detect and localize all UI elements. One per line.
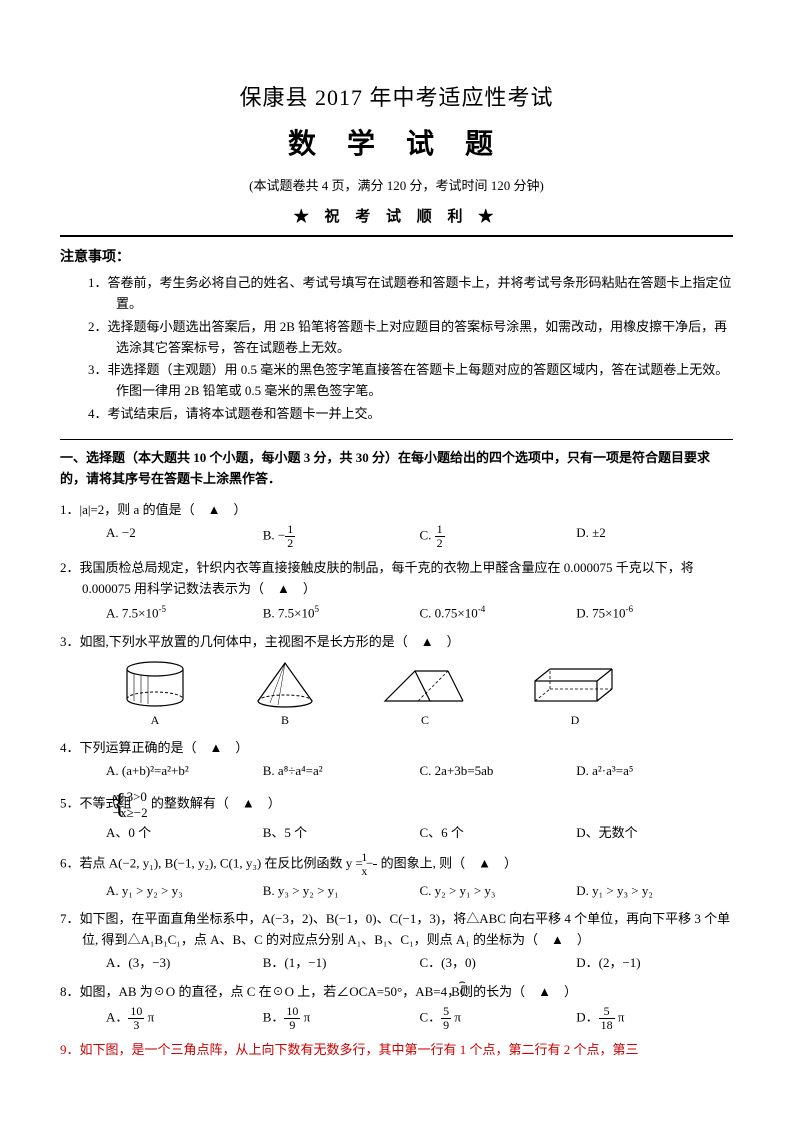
question-9: 9．如下图，是一个三角点阵，从上向下数有无数多行，其中第一行有 1 个点，第二行…: [60, 1040, 733, 1061]
exam-header-title: 数 学 试 题: [60, 123, 733, 168]
q2-opt-c: C. 0.75×10-4: [420, 602, 577, 624]
question-4: 4．下列运算正确的是（ ▲ ） A. (a+b)²=a²+b² B. a⁸÷a⁴…: [60, 738, 733, 782]
q7-opt-a: A．(3，−3): [106, 953, 263, 974]
q4-options: A. (a+b)²=a²+b² B. a⁸÷a⁴=a² C. 2a+3b=5ab…: [60, 761, 733, 782]
notice-item: 3．非选择题（主观题）用 0.5 毫米的黑色签字笔直接答在答题卡上每题对应的答题…: [88, 360, 733, 402]
exam-header-sub: (本试题卷共 4 页，满分 120 分，考试时间 120 分钟): [60, 176, 733, 197]
q7-opt-c: C．(3，0): [420, 953, 577, 974]
question-6: 6．若点 A(−2, y₁), B(−1, y₂), C(1, y₃) 在反比例…: [60, 851, 733, 901]
section1-intro-text: 一、选择题（本大题共 10 个小题，每小题 3 分，共 30 分）在每小题给出的…: [60, 450, 710, 486]
q6-opt-c: C. y₂ > y₁ > y₃: [420, 881, 577, 902]
notice-list: 1．答卷前，考生务必将自己的姓名、考试号填写在试题卷和答题卡上，并将考试号条形码…: [60, 273, 733, 425]
q4-opt-d: D. a²·a³=a⁵: [576, 761, 733, 782]
q4-opt-b: B. a⁸÷a⁴=a²: [263, 761, 420, 782]
question-3: 3．如图,下列水平放置的几何体中，主视图不是长方形的是（ ▲ ） A: [60, 632, 733, 730]
question-7: 7．如下图，在平面直角坐标系中，A(−3，2)、B(−1，0)、C(−1，3)，…: [60, 909, 733, 973]
q1-stem: 1．|a|=2，则 a 的值是（ ▲ ）: [60, 500, 733, 521]
q3-label-d: D: [530, 711, 620, 730]
notice-item: 4．考试结束后，请将本试题卷和答题卡一并上交。: [88, 404, 733, 425]
q1-opt-a: A. −2: [106, 523, 263, 550]
q2-stem: 2．我国质检总局规定，针织内衣等直接接触皮肤的制品，每千克的衣物上甲醛含量应在 …: [60, 558, 733, 600]
q5-opt-c: C、6 个: [420, 823, 577, 844]
q8-opt-b: B．109 π: [263, 1005, 420, 1032]
q3-label-c: C: [380, 711, 470, 730]
section-rule: [60, 439, 733, 441]
q1-options: A. −2 B. −12 C. 12 D. ±2: [60, 523, 733, 550]
question-1: 1．|a|=2，则 a 的值是（ ▲ ） A. −2 B. −12 C. 12 …: [60, 500, 733, 550]
q6-opt-b: B. y₃ > y₂ > y₁: [263, 881, 420, 902]
q8-opt-a: A．103 π: [106, 1005, 263, 1032]
question-5: 5．不等式组 {x+3>0−x≥−2 的整数解有（ ▲ ） A、0 个 B、5 …: [60, 789, 733, 843]
q2-options: A. 7.5×10-5 B. 7.5×105 C. 0.75×10-4 D. 7…: [60, 602, 733, 624]
q3-label-a: A: [120, 711, 190, 730]
q5-opt-a: A、0 个: [106, 823, 263, 844]
q6-opt-d: D. y₁ > y₃ > y₂: [576, 881, 733, 902]
exam-header-line1: 保康县 2017 年中考适应性考试: [60, 80, 733, 115]
q8-stem: 8．如图，AB 为☉O 的直径，点 C 在☉O 上，若∠OCA=50°，AB=4…: [60, 982, 733, 1003]
q7-stem: 7．如下图，在平面直角坐标系中，A(−3，2)、B(−1，0)、C(−1，3)，…: [60, 909, 733, 951]
q3-shapes: A B C: [60, 659, 733, 730]
q6-opt-a: A. y₁ > y₂ > y₃: [106, 881, 263, 902]
q3-shape-d: D: [530, 659, 620, 730]
q4-opt-a: A. (a+b)²=a²+b²: [106, 761, 263, 782]
q6-options: A. y₁ > y₂ > y₃ B. y₃ > y₂ > y₁ C. y₂ > …: [60, 881, 733, 902]
q5-stem: 5．不等式组 {x+3>0−x≥−2 的整数解有（ ▲ ）: [60, 789, 733, 820]
q3-shape-c: C: [380, 659, 470, 730]
q6-stem: 6．若点 A(−2, y₁), B(−1, y₂), C(1, y₃) 在反比例…: [60, 851, 733, 878]
q5-opt-b: B、5 个: [263, 823, 420, 844]
notice-item: 2．选择题每小题选出答案后，用 2B 铅笔将答题卡上对应题目的答案标号涂黑，如需…: [88, 317, 733, 359]
question-8: 8．如图，AB 为☉O 的直径，点 C 在☉O 上，若∠OCA=50°，AB=4…: [60, 982, 733, 1032]
cuboid-icon: [530, 659, 620, 709]
q4-opt-c: C. 2a+3b=5ab: [420, 761, 577, 782]
q8-options: A．103 π B．109 π C．59 π D．518 π: [60, 1005, 733, 1032]
header-rule: [60, 235, 733, 237]
q7-opt-b: B．(1，−1): [263, 953, 420, 974]
q7-opt-d: D．(2，−1): [576, 953, 733, 974]
q7-options: A．(3，−3) B．(1，−1) C．(3，0) D．(2，−1): [60, 953, 733, 974]
section1-intro: 一、选择题（本大题共 10 个小题，每小题 3 分，共 30 分）在每小题给出的…: [60, 448, 733, 490]
q1-opt-d: D. ±2: [576, 523, 733, 550]
q9-stem: 9．如下图，是一个三角点阵，从上向下数有无数多行，其中第一行有 1 个点，第二行…: [60, 1040, 733, 1061]
q1-opt-b: B. −12: [263, 523, 420, 550]
q8-opt-c: C．59 π: [420, 1005, 577, 1032]
q8-opt-d: D．518 π: [576, 1005, 733, 1032]
cylinder-icon: [120, 659, 190, 709]
q4-stem: 4．下列运算正确的是（ ▲ ）: [60, 738, 733, 759]
q2-opt-d: D. 75×10-6: [576, 602, 733, 624]
exam-good-luck: ★ 祝 考 试 顺 利 ★: [60, 205, 733, 229]
question-2: 2．我国质检总局规定，针织内衣等直接接触皮肤的制品，每千克的衣物上甲醛含量应在 …: [60, 558, 733, 624]
q1-opt-c: C. 12: [420, 523, 577, 550]
q2-opt-b: B. 7.5×105: [263, 602, 420, 624]
notice-item: 1．答卷前，考生务必将自己的姓名、考试号填写在试题卷和答题卡上，并将考试号条形码…: [88, 273, 733, 315]
notice-title: 注意事项：: [60, 247, 733, 269]
q2-opt-a: A. 7.5×10-5: [106, 602, 263, 624]
cone-icon: [250, 659, 320, 709]
q3-stem: 3．如图,下列水平放置的几何体中，主视图不是长方形的是（ ▲ ）: [60, 632, 733, 653]
triangular-prism-icon: [380, 659, 470, 709]
q3-shape-b: B: [250, 659, 320, 730]
q3-label-b: B: [250, 711, 320, 730]
q5-opt-d: D、无数个: [576, 823, 733, 844]
q5-options: A、0 个 B、5 个 C、6 个 D、无数个: [60, 823, 733, 844]
q3-shape-a: A: [120, 659, 190, 730]
